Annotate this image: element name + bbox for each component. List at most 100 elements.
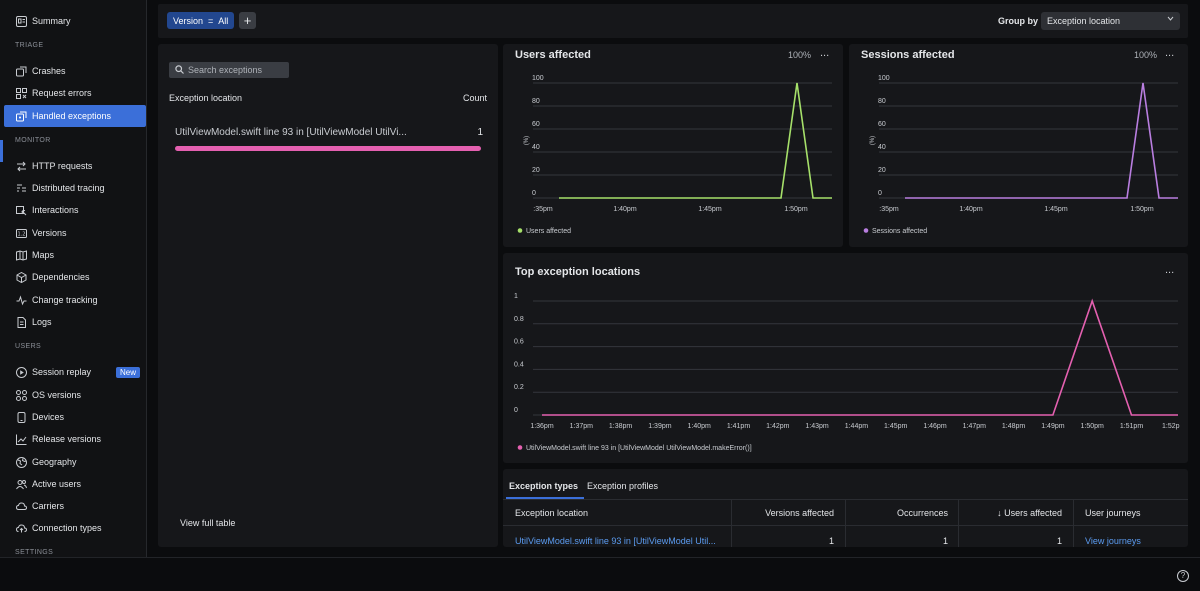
chip-key: Version — [173, 15, 204, 26]
x-tick-label: 1:42pm — [766, 423, 790, 430]
x-tick-label: 1:45pm — [884, 423, 908, 430]
chart-menu-button[interactable]: ... — [820, 47, 830, 59]
exception-location-link[interactable]: UtilViewModel.swift line 93 in [UtilView… — [515, 536, 716, 546]
x-tick-label: :35pm — [533, 206, 553, 213]
help-icon[interactable]: ? — [1177, 570, 1189, 582]
active-tab-indicator — [506, 497, 584, 499]
legend-label: Users affected — [526, 228, 571, 235]
sidebar-item-carriers[interactable]: Carriers — [4, 495, 146, 517]
users-affected-chart: 100 80 60 40 20 0 (%):35pm 1:40pm 1:45pm 1:50pm Us… — [517, 75, 832, 235]
exception-list-panel: Search exceptions Exception location Cou… — [158, 44, 498, 547]
sidebar-item-devices[interactable]: Devices — [4, 406, 146, 428]
sidebar-item-active-users[interactable]: Active users — [4, 473, 146, 495]
search-input[interactable]: Search exceptions — [169, 62, 289, 78]
th-user-journeys[interactable]: User journeys — [1085, 508, 1141, 518]
crash-icon — [15, 65, 27, 77]
x-tick-label: 1:47pm — [963, 423, 987, 430]
x-tick-label: 1:38pm — [609, 423, 633, 430]
sessions-affected-panel: Sessions affected 100% ... 100 80 60 40 20 0 (… — [849, 44, 1188, 247]
y-tick-label: 60 — [532, 121, 540, 128]
sidebar-item-interactions[interactable]: Interactions — [4, 199, 146, 221]
sidebar-item-label: Geography — [32, 457, 77, 467]
sidebar-item-distributed-tracing[interactable]: Distributed tracing — [4, 177, 146, 199]
sidebar-item-geography[interactable]: Geography — [4, 451, 146, 473]
y-tick-label: 100 — [532, 75, 544, 82]
request-errors-icon — [15, 87, 27, 99]
map-icon — [15, 249, 27, 261]
column-divider — [958, 499, 959, 547]
column-divider — [845, 499, 846, 547]
legend-label: Sessions affected — [872, 228, 927, 235]
versions-icon: 1.2 — [15, 227, 27, 239]
sidebar-item-change-tracking[interactable]: Change tracking — [4, 289, 146, 311]
view-full-table-link[interactable]: View full table — [180, 518, 236, 528]
x-tick-label: 1:39pm — [648, 423, 672, 430]
sidebar-item-dependencies[interactable]: Dependencies — [4, 266, 146, 288]
sidebar-item-label: Dependencies — [32, 272, 90, 282]
sidebar-item-label: HTTP requests — [32, 161, 93, 171]
y-tick-label: 0.2 — [514, 384, 524, 391]
tab-exception-profiles[interactable]: Exception profiles — [587, 481, 659, 491]
sidebar-item-session-replay[interactable]: Session replay New — [4, 361, 146, 383]
exception-count: 1 — [477, 127, 483, 138]
sidebar-item-versions[interactable]: 1.2 Versions — [4, 222, 146, 244]
section-settings: SETTINGS — [15, 549, 54, 556]
sidebar-item-connection-types[interactable]: Connection types — [4, 517, 146, 539]
x-tick-label: 1:44pm — [845, 423, 869, 430]
chart-menu-button[interactable]: ... — [1165, 47, 1175, 59]
sidebar-item-request-errors[interactable]: Request errors — [4, 82, 146, 104]
sidebar-item-label: Active users — [32, 479, 82, 489]
x-tick-label: 1:46pm — [923, 423, 947, 430]
th-versions-affected[interactable]: Versions affected — [765, 508, 834, 518]
sessions-affected-chart: 100 80 60 40 20 0 (%):35pm 1:40pm 1:45pm 1:50pm Se… — [863, 75, 1178, 235]
sidebar-item-label: Maps — [32, 250, 55, 260]
x-tick-label: 1:37pm — [570, 423, 594, 430]
x-tick-label: 1:50pm — [1081, 423, 1105, 430]
add-filter-button[interactable]: + — [239, 12, 256, 29]
sidebar-item-logs[interactable]: Logs — [4, 311, 146, 333]
sidebar-item-summary[interactable]: Summary — [4, 10, 146, 32]
sidebar-item-label: Versions — [32, 228, 67, 238]
sidebar-item-http-requests[interactable]: HTTP requests — [4, 155, 146, 177]
tab-exception-types[interactable]: Exception types — [509, 481, 579, 491]
chart-menu-button[interactable]: ... — [1165, 264, 1175, 276]
users-icon — [15, 478, 27, 490]
sidebar-item-label: Crashes — [32, 66, 66, 76]
chart-icon — [15, 433, 27, 445]
th-exception-location[interactable]: Exception location — [515, 508, 589, 518]
chip-value: All — [218, 15, 229, 26]
y-tick-label: 0 — [878, 190, 882, 197]
play-icon — [15, 366, 27, 378]
y-tick-label: 0.6 — [514, 339, 524, 346]
th-users-affected[interactable]: ↓ Users affected — [997, 508, 1062, 518]
search-icon — [175, 64, 184, 76]
section-users: USERS — [15, 343, 42, 350]
sidebar-item-crashes[interactable]: Crashes — [4, 60, 146, 82]
exception-location-row[interactable]: UtilViewModel.swift line 93 in [UtilView… — [175, 127, 407, 138]
y-tick-label: 100 — [878, 75, 890, 82]
y-tick-label: 80 — [532, 98, 540, 105]
group-by-select[interactable]: Exception location — [1041, 12, 1180, 30]
y-tick-label: 20 — [532, 167, 540, 174]
x-tick-label: 1:40pm — [613, 206, 637, 213]
legend-marker — [517, 445, 523, 450]
y-tick-label: 0 — [514, 407, 518, 414]
chevron-down-icon — [1167, 15, 1174, 24]
sidebar-item-label: Summary — [32, 16, 71, 26]
x-tick-label: 1:51pm — [1120, 423, 1144, 430]
sidebar-item-release-versions[interactable]: Release versions — [4, 428, 146, 450]
column-divider — [731, 499, 732, 547]
sidebar-item-label: OS versions — [32, 390, 82, 400]
sidebar-item-label: Handled exceptions — [32, 111, 112, 121]
grid-icon — [15, 389, 27, 401]
y-tick-label: 40 — [878, 144, 886, 151]
sidebar-item-handled-exceptions[interactable]: Handled exceptions — [4, 105, 146, 127]
view-journeys-link[interactable]: View journeys — [1085, 536, 1141, 546]
users-affected-panel: Users affected 100% ... 100 80 60 40 20 0 (%):… — [503, 44, 843, 247]
sidebar-item-maps[interactable]: Maps — [4, 244, 146, 266]
y-tick-label: 20 — [878, 167, 886, 174]
version-filter-chip[interactable]: Version = All — [167, 12, 235, 29]
sidebar-item-label: Carriers — [32, 501, 65, 511]
th-occurrences[interactable]: Occurrences — [896, 508, 948, 518]
sidebar-item-os-versions[interactable]: OS versions — [4, 384, 146, 406]
